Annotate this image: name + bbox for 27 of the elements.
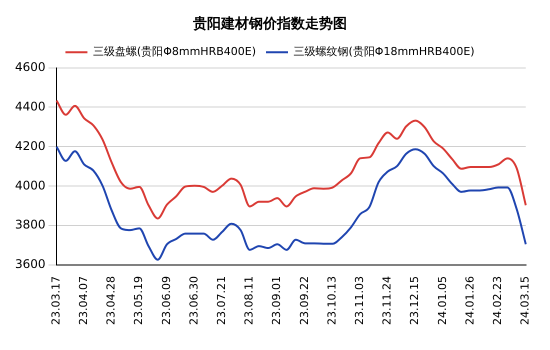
x-tick-label: 23.06.09 bbox=[160, 276, 173, 325]
x-tick-label: 24.01.26 bbox=[463, 276, 476, 325]
x-tick-label: 24.01.05 bbox=[436, 276, 449, 325]
y-tick-label: 4600 bbox=[14, 60, 46, 74]
y-tick-label: 3800 bbox=[14, 218, 46, 232]
legend-label: 三级螺纹钢(贵阳Φ18mmHRB400E) bbox=[294, 45, 475, 58]
y-tick-label: 4400 bbox=[14, 99, 46, 114]
x-tick-label: 23.10.13 bbox=[325, 276, 338, 325]
x-tick-label: 23.05.19 bbox=[132, 276, 146, 325]
y-tick-label: 3600 bbox=[14, 257, 46, 272]
x-tick-label: 23.12.15 bbox=[408, 276, 422, 325]
x-tick-label: 23.04.28 bbox=[104, 276, 118, 325]
x-tick-label: 23.09.01 bbox=[270, 276, 284, 325]
y-tick-label: 4000 bbox=[14, 178, 46, 192]
x-tick-label: 23.11.03 bbox=[353, 276, 366, 325]
x-tick-label: 23.04.07 bbox=[77, 276, 90, 325]
x-tick-label: 23.07.21 bbox=[215, 276, 228, 325]
x-tick-label: 23.08.11 bbox=[242, 276, 256, 325]
x-tick-label: 24.03.15 bbox=[518, 276, 532, 325]
legend-label: 三级盘螺(贵阳Φ8mmHRB400E) bbox=[92, 45, 256, 58]
chart-title: 贵阳建材钢价指数走势图 bbox=[192, 16, 347, 32]
x-tick-label: 24.02.23 bbox=[491, 276, 504, 325]
y-tick-label: 4200 bbox=[14, 138, 46, 153]
x-tick-label: 23.11.24 bbox=[380, 276, 394, 325]
x-tick-label: 23.03.17 bbox=[49, 276, 62, 325]
x-tick-label: 23.09.22 bbox=[298, 276, 311, 325]
x-tick-label: 23.06.30 bbox=[187, 276, 200, 325]
